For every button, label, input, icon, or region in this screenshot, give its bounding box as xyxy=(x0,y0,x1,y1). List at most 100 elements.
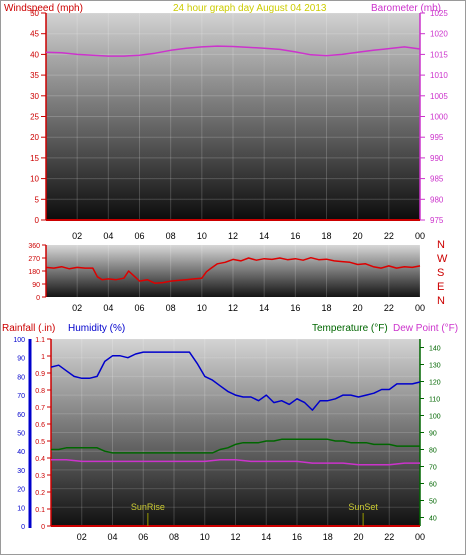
rainfall-tick-label: 0.3 xyxy=(35,473,45,480)
humidity-tick-label: 70 xyxy=(17,393,25,400)
top-chart-x-tick-label: 06 xyxy=(134,231,144,241)
direction-tick-label: 360 xyxy=(28,243,40,250)
windspeed-tick-label: 25 xyxy=(30,113,39,122)
windspeed-tick-label: 0 xyxy=(35,216,40,225)
windspeed-tick-label: 30 xyxy=(30,92,39,101)
bottom-plot-area xyxy=(51,339,420,526)
top-chart-x-tick-label: 14 xyxy=(259,231,269,241)
bottom-chart-x-tick-label: 08 xyxy=(169,532,179,542)
barometer-series-line xyxy=(45,45,421,57)
barometer-tick-label: 995 xyxy=(430,133,444,142)
direction-tick-label: 270 xyxy=(28,256,40,263)
sun-marker-label: SunRise xyxy=(131,502,165,512)
rainfall-tick-label: 1 xyxy=(41,354,45,361)
top-chart-x-tick-label: 12 xyxy=(228,231,238,241)
bottom-chart-x-tick-label: 18 xyxy=(323,532,333,542)
windspeed-axis-title: Windspeed (mph) xyxy=(4,3,83,14)
sun-marker-label: SunSet xyxy=(348,502,378,512)
direction-chart-x-tick-label: 20 xyxy=(353,303,363,313)
barometer-axis-title: Barometer (mb) xyxy=(371,3,441,14)
humidity-series-line xyxy=(50,351,421,411)
humidity-tick-label: 30 xyxy=(17,468,25,475)
barometer-tick-label: 1005 xyxy=(430,92,448,101)
direction-chart-x-tick-label: 16 xyxy=(290,303,300,313)
direction-tick-label: 180 xyxy=(28,269,40,276)
windspeed-tick-label: 35 xyxy=(30,71,39,80)
graph-title: 24 hour graph day August 04 2013 xyxy=(173,3,327,14)
bottom-chart-x-tick-label: 14 xyxy=(261,532,271,542)
barometer-tick-label: 1025 xyxy=(430,9,448,18)
temperature-tick-label: 120 xyxy=(429,380,441,387)
barometer-tick-label: 990 xyxy=(430,154,444,163)
temperature-tick-label: 70 xyxy=(429,465,437,472)
top-chart-x-tick-label: 18 xyxy=(321,231,331,241)
barometer-tick-label: 980 xyxy=(430,195,444,204)
windspeed-tick-label: 45 xyxy=(30,30,39,39)
direction-chart-x-tick-label: 12 xyxy=(228,303,238,313)
temperature-tick-label: 40 xyxy=(429,516,437,523)
temperature-tick-label: 140 xyxy=(429,346,441,353)
direction-chart-x-tick-label: 10 xyxy=(197,303,207,313)
windspeed-tick-label: 20 xyxy=(30,133,39,142)
dewpoint-series-line xyxy=(51,458,420,466)
humidity-tick-label: 100 xyxy=(13,337,25,344)
rainfall-tick-label: 0.2 xyxy=(35,490,45,497)
top-chart-x-tick-label: 04 xyxy=(103,231,113,241)
top-chart-x-tick-label: 08 xyxy=(166,231,176,241)
temperature-tick-label: 110 xyxy=(429,397,440,404)
dewpoint-axis-title: Dew Point (°F) xyxy=(393,323,458,334)
bottom-chart-x-tick-label: 10 xyxy=(200,532,210,542)
temperature-series-line xyxy=(51,438,420,454)
direction-chart-x-tick-label: 06 xyxy=(134,303,144,313)
barometer-tick-label: 1020 xyxy=(430,30,448,39)
rainfall-axis-title: Rainfall (.in) xyxy=(2,323,55,334)
barometer-tick-label: 1010 xyxy=(430,71,448,80)
bottom-chart-x-tick-label: 04 xyxy=(107,532,117,542)
humidity-tick-label: 50 xyxy=(17,431,25,438)
direction-chart-x-tick-label: 02 xyxy=(72,303,82,313)
humidity-tick-label: 10 xyxy=(17,505,25,512)
rainfall-tick-label: 0.9 xyxy=(35,371,45,378)
rainfall-tick-label: 1.1 xyxy=(35,337,45,344)
temperature-tick-label: 60 xyxy=(429,482,437,489)
bottom-chart-x-tick-label: 12 xyxy=(230,532,240,542)
top-chart-x-tick-label: 22 xyxy=(384,231,394,241)
top-chart-x-tick-label: 20 xyxy=(353,231,363,241)
direction-chart-x-tick-label: 04 xyxy=(103,303,113,313)
temperature-tick-label: 90 xyxy=(429,431,437,438)
temperature-tick-label: 80 xyxy=(429,448,437,455)
rainfall-tick-label: 0.8 xyxy=(35,388,45,395)
direction-chart-x-tick-label: 14 xyxy=(259,303,269,313)
top-plot-area xyxy=(46,13,420,220)
top-chart-x-tick-label: 00 xyxy=(415,231,425,241)
direction-tick-label: 90 xyxy=(32,282,40,289)
humidity-axis-title: Humidity (%) xyxy=(68,323,125,334)
barometer-tick-label: 985 xyxy=(430,175,444,184)
direction-tick-label: 0 xyxy=(36,295,40,302)
rainfall-tick-label: 0.1 xyxy=(35,507,45,514)
barometer-tick-label: 1000 xyxy=(430,113,448,122)
temperature-axis-title: Temperature (°F) xyxy=(312,323,388,334)
bottom-chart-x-tick-label: 06 xyxy=(138,532,148,542)
humidity-tick-label: 40 xyxy=(17,449,25,456)
humidity-tick-label: 20 xyxy=(17,487,25,494)
rainfall-tick-label: 0.4 xyxy=(35,456,45,463)
bottom-chart-x-tick-label: 00 xyxy=(415,532,425,542)
humidity-tick-label: 0 xyxy=(21,524,25,531)
top-chart-x-tick-label: 16 xyxy=(290,231,300,241)
rainfall-tick-label: 0.7 xyxy=(35,405,45,412)
compass-label: W xyxy=(437,253,448,265)
compass-label: N xyxy=(437,295,445,307)
rainfall-tick-label: 0.5 xyxy=(35,439,45,446)
temperature-tick-label: 130 xyxy=(429,363,441,370)
bottom-chart-x-tick-label: 16 xyxy=(292,532,302,542)
humidity-tick-label: 80 xyxy=(17,374,25,381)
barometer-tick-label: 1015 xyxy=(430,50,448,59)
direction-chart-x-tick-label: 18 xyxy=(321,303,331,313)
humidity-tick-label: 60 xyxy=(17,412,25,419)
temperature-tick-label: 50 xyxy=(429,499,437,506)
compass-label: E xyxy=(437,281,444,293)
bottom-chart-x-tick-label: 22 xyxy=(384,532,394,542)
